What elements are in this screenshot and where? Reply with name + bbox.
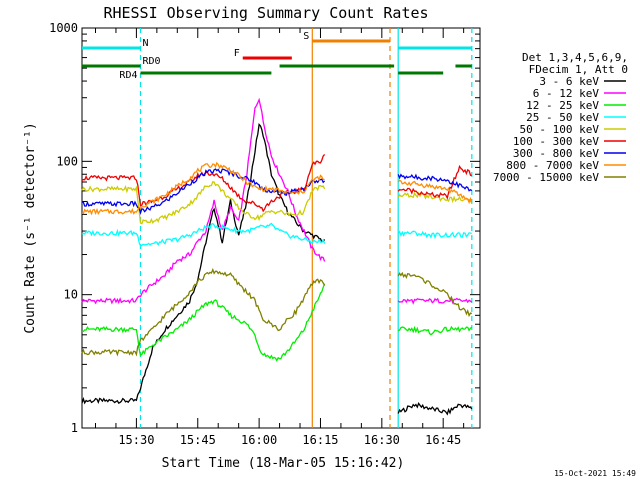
y-axis-label: Count Rate (s⁻¹ detector⁻¹)	[23, 122, 38, 333]
flag-label: F	[234, 48, 240, 59]
legend-entry: 3 - 6 keV	[539, 75, 599, 88]
flag-label: RD4	[119, 70, 137, 81]
y-tick-label: 1	[71, 421, 78, 435]
x-tick-label: 16:15	[302, 433, 338, 447]
plot-layers: 1 10 100 1000 15:30 15:45 16:00 16:15 16:30 16:45…	[49, 21, 628, 447]
x-tick-label: 16:45	[425, 433, 461, 447]
series-line	[81, 123, 473, 416]
flag-label: S	[303, 31, 309, 42]
legend-entry: 12 - 25 keV	[526, 99, 599, 112]
series-line	[81, 283, 473, 362]
legend-header: Det 1,3,4,5,6,9,	[522, 51, 628, 64]
x-axis-label: Start Time (18-Mar-05 15:16:42)	[162, 456, 405, 471]
legend-entry: 50 - 100 keV	[520, 123, 600, 136]
legend-entry: 7000 - 15000 keV	[493, 171, 599, 184]
y-tick-label: 1000	[49, 21, 78, 35]
legend-entry: 6 - 12 keV	[533, 87, 600, 100]
series-line	[81, 222, 472, 248]
legend: Det 1,3,4,5,6,9,FDecim 1, Att 03 - 6 keV…	[493, 51, 628, 184]
legend-entry: 300 - 800 keV	[513, 147, 599, 160]
chart-title: RHESSI Observing Summary Count Rates	[103, 4, 428, 22]
plot-frame	[81, 27, 481, 429]
x-tick-label: 15:45	[180, 433, 216, 447]
legend-header: FDecim 1, Att 0	[529, 63, 628, 76]
legend-entry: 800 - 7000 keV	[506, 159, 599, 172]
y-tick-label: 10	[64, 288, 78, 302]
x-tick-label: 15:30	[118, 433, 154, 447]
series-line	[81, 161, 473, 216]
x-tick-label: 16:30	[364, 433, 400, 447]
legend-entry: 25 - 50 keV	[526, 111, 599, 124]
series-line	[81, 181, 473, 225]
legend-entry: 100 - 300 keV	[513, 135, 599, 148]
x-tick-label: 16:00	[241, 433, 277, 447]
series-line	[81, 267, 473, 357]
flag-label: RD0	[142, 56, 160, 67]
flag-label: N	[142, 38, 148, 49]
series-line	[81, 97, 473, 305]
y-tick-label: 100	[56, 154, 78, 168]
date-stamp: 15-Oct-2021 15:49	[554, 469, 636, 478]
